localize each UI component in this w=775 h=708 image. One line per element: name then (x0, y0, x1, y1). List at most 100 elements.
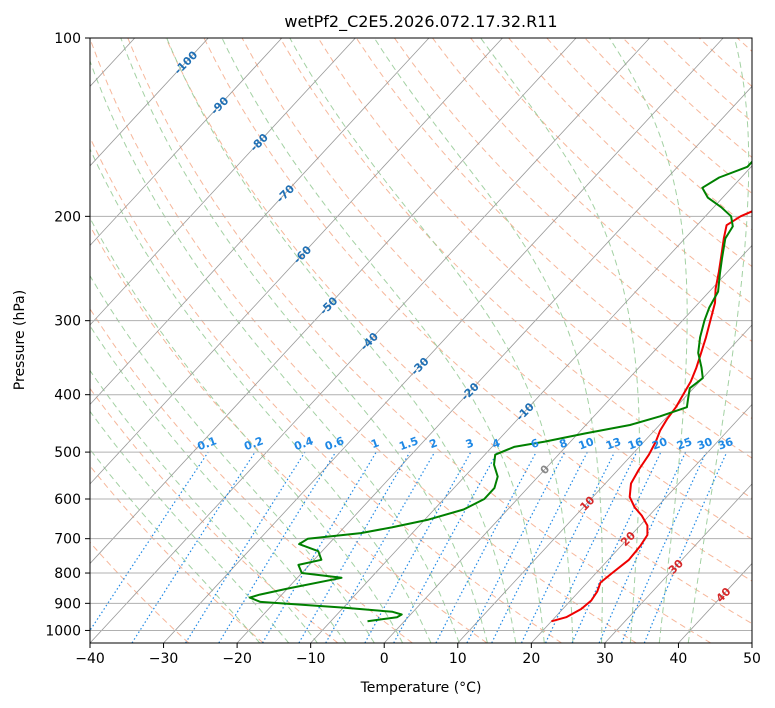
dry-adiabat (279, 38, 752, 499)
moist-adiabat (221, 38, 545, 643)
isotherm-label: -100 (172, 48, 201, 77)
moist-adiabat (289, 38, 574, 643)
dry-adiabat (736, 38, 752, 52)
moist-adiabat (90, 216, 404, 643)
mixing-ratio-label: 20 (650, 435, 669, 453)
dry-adiabat (660, 38, 752, 123)
dry-adiabat (203, 38, 752, 582)
mixing-ratio-line (90, 451, 209, 632)
mixing-ratio-label: 0.4 (292, 434, 315, 453)
mixing-ratio-label: 36 (716, 435, 735, 453)
mixing-ratio-label: 25 (675, 435, 694, 452)
mixing-ratio-label: 1.5 (397, 434, 420, 453)
mixing-ratio-label: 1 (369, 436, 381, 451)
dry-adiabat (127, 38, 712, 643)
x-tick-label: −20 (222, 651, 252, 667)
isotherm-line (90, 38, 577, 565)
moist-adiabat (90, 59, 460, 643)
moist-adiabat (90, 410, 290, 643)
dry-adiabat (165, 38, 752, 625)
mixing-ratio-line (131, 451, 256, 643)
background-lines (0, 38, 752, 643)
dry-adiabat (90, 38, 637, 643)
isotherm-line (163, 38, 724, 643)
mixing-ratio-label: 0.2 (242, 434, 265, 453)
dry-adiabat (90, 541, 190, 643)
mixing-ratio-line (298, 451, 411, 643)
isotherm-line (90, 38, 650, 643)
moist-adiabat (608, 38, 688, 643)
line-labels: 0.1 0.2 0.4 0.6 1 1.5 2 3 4 6 8 10 13 16 20 25 30 36-100-… (172, 48, 736, 605)
isotherm-line (90, 38, 283, 246)
mixing-ratio-label: 2 (428, 436, 440, 451)
chart-title: wetPf2_C2E5.2026.072.17.32.R11 (284, 12, 557, 32)
y-axis: 1000 900 800 700 600 500 400 300 200 100 (45, 31, 90, 639)
mixing-ratio-line (571, 451, 662, 643)
series-layer (248, 160, 752, 623)
mixing-ratio-label: 10 (577, 435, 596, 453)
y-tick-label: 500 (54, 445, 81, 461)
mixing-ratio-line (643, 451, 728, 643)
moist-adiabat (90, 448, 261, 643)
mixing-ratio-line (185, 451, 306, 643)
mixing-ratio-label: 6 (529, 436, 541, 451)
moist-adiabat (90, 369, 318, 643)
isotherm-line (0, 38, 61, 643)
x-tick-label: −30 (149, 651, 179, 667)
isotherm-line (531, 403, 752, 643)
isotherm-line (751, 642, 752, 643)
isotherm-line (90, 38, 430, 406)
mixing-ratio-line (364, 451, 472, 643)
x-tick-label: −40 (75, 651, 105, 667)
mixing-ratio-line (598, 451, 687, 643)
x-axis-label: Temperature (°C) (360, 680, 482, 696)
y-tick-label: 1000 (45, 623, 81, 639)
dry-adiabat (546, 38, 752, 231)
moist-adiabat (120, 38, 488, 643)
isotherm-line (236, 85, 752, 643)
mixing-ratio-label: 16 (626, 435, 645, 453)
y-tick-label: 200 (54, 209, 81, 225)
dry-adiabat (90, 465, 264, 643)
moist-adiabat (90, 324, 347, 643)
temperature-profile-line (551, 210, 752, 623)
isotherm-line (90, 38, 209, 167)
mixing-ratio-label: 4 (490, 436, 502, 451)
mixing-ratio-label: 13 (604, 435, 623, 452)
y-tick-label: 600 (54, 492, 81, 508)
x-tick-label: 50 (743, 651, 761, 667)
isotherm-line (457, 324, 752, 643)
mixing-ratio-line (520, 451, 616, 643)
mixing-ratio-line (393, 451, 498, 643)
isotherm-line (678, 562, 752, 643)
y-tick-label: 300 (54, 314, 81, 330)
y-tick-label: 400 (54, 388, 81, 404)
x-tick-label: 20 (522, 651, 540, 667)
dry-adiabat (90, 387, 339, 643)
y-tick-label: 700 (54, 532, 81, 548)
y-axis-label: Pressure (hPa) (12, 290, 28, 390)
isotherm-line (90, 38, 356, 326)
dry-adiabat (393, 38, 752, 381)
y-tick-label: 900 (54, 596, 81, 612)
moist-adiabat (90, 274, 375, 643)
isotherm-line (90, 38, 503, 485)
mixing-ratio-line (261, 451, 377, 643)
moist-adiabat (480, 38, 640, 643)
pressure-grid (90, 38, 752, 631)
dry-adiabat (508, 38, 752, 268)
x-axis: −40 −30 −20 −10 0 10 20 30 40 50 (75, 643, 761, 667)
y-tick-label: 800 (54, 566, 81, 582)
mixing-ratio-label: 0.6 (323, 434, 346, 453)
isotherm-line (310, 165, 752, 643)
dry-adiabat (584, 38, 752, 194)
mixing-ratio-line (621, 451, 707, 643)
dry-adiabat (470, 38, 752, 305)
x-tick-label: 0 (380, 651, 389, 667)
dry-adiabat (90, 224, 488, 643)
mixing-ratio-label: 3 (464, 436, 476, 451)
mixing-ratio-line (491, 451, 588, 643)
mixing-ratio-label: 8 (558, 436, 570, 451)
mixing-ratio-label: 30 (695, 435, 714, 453)
